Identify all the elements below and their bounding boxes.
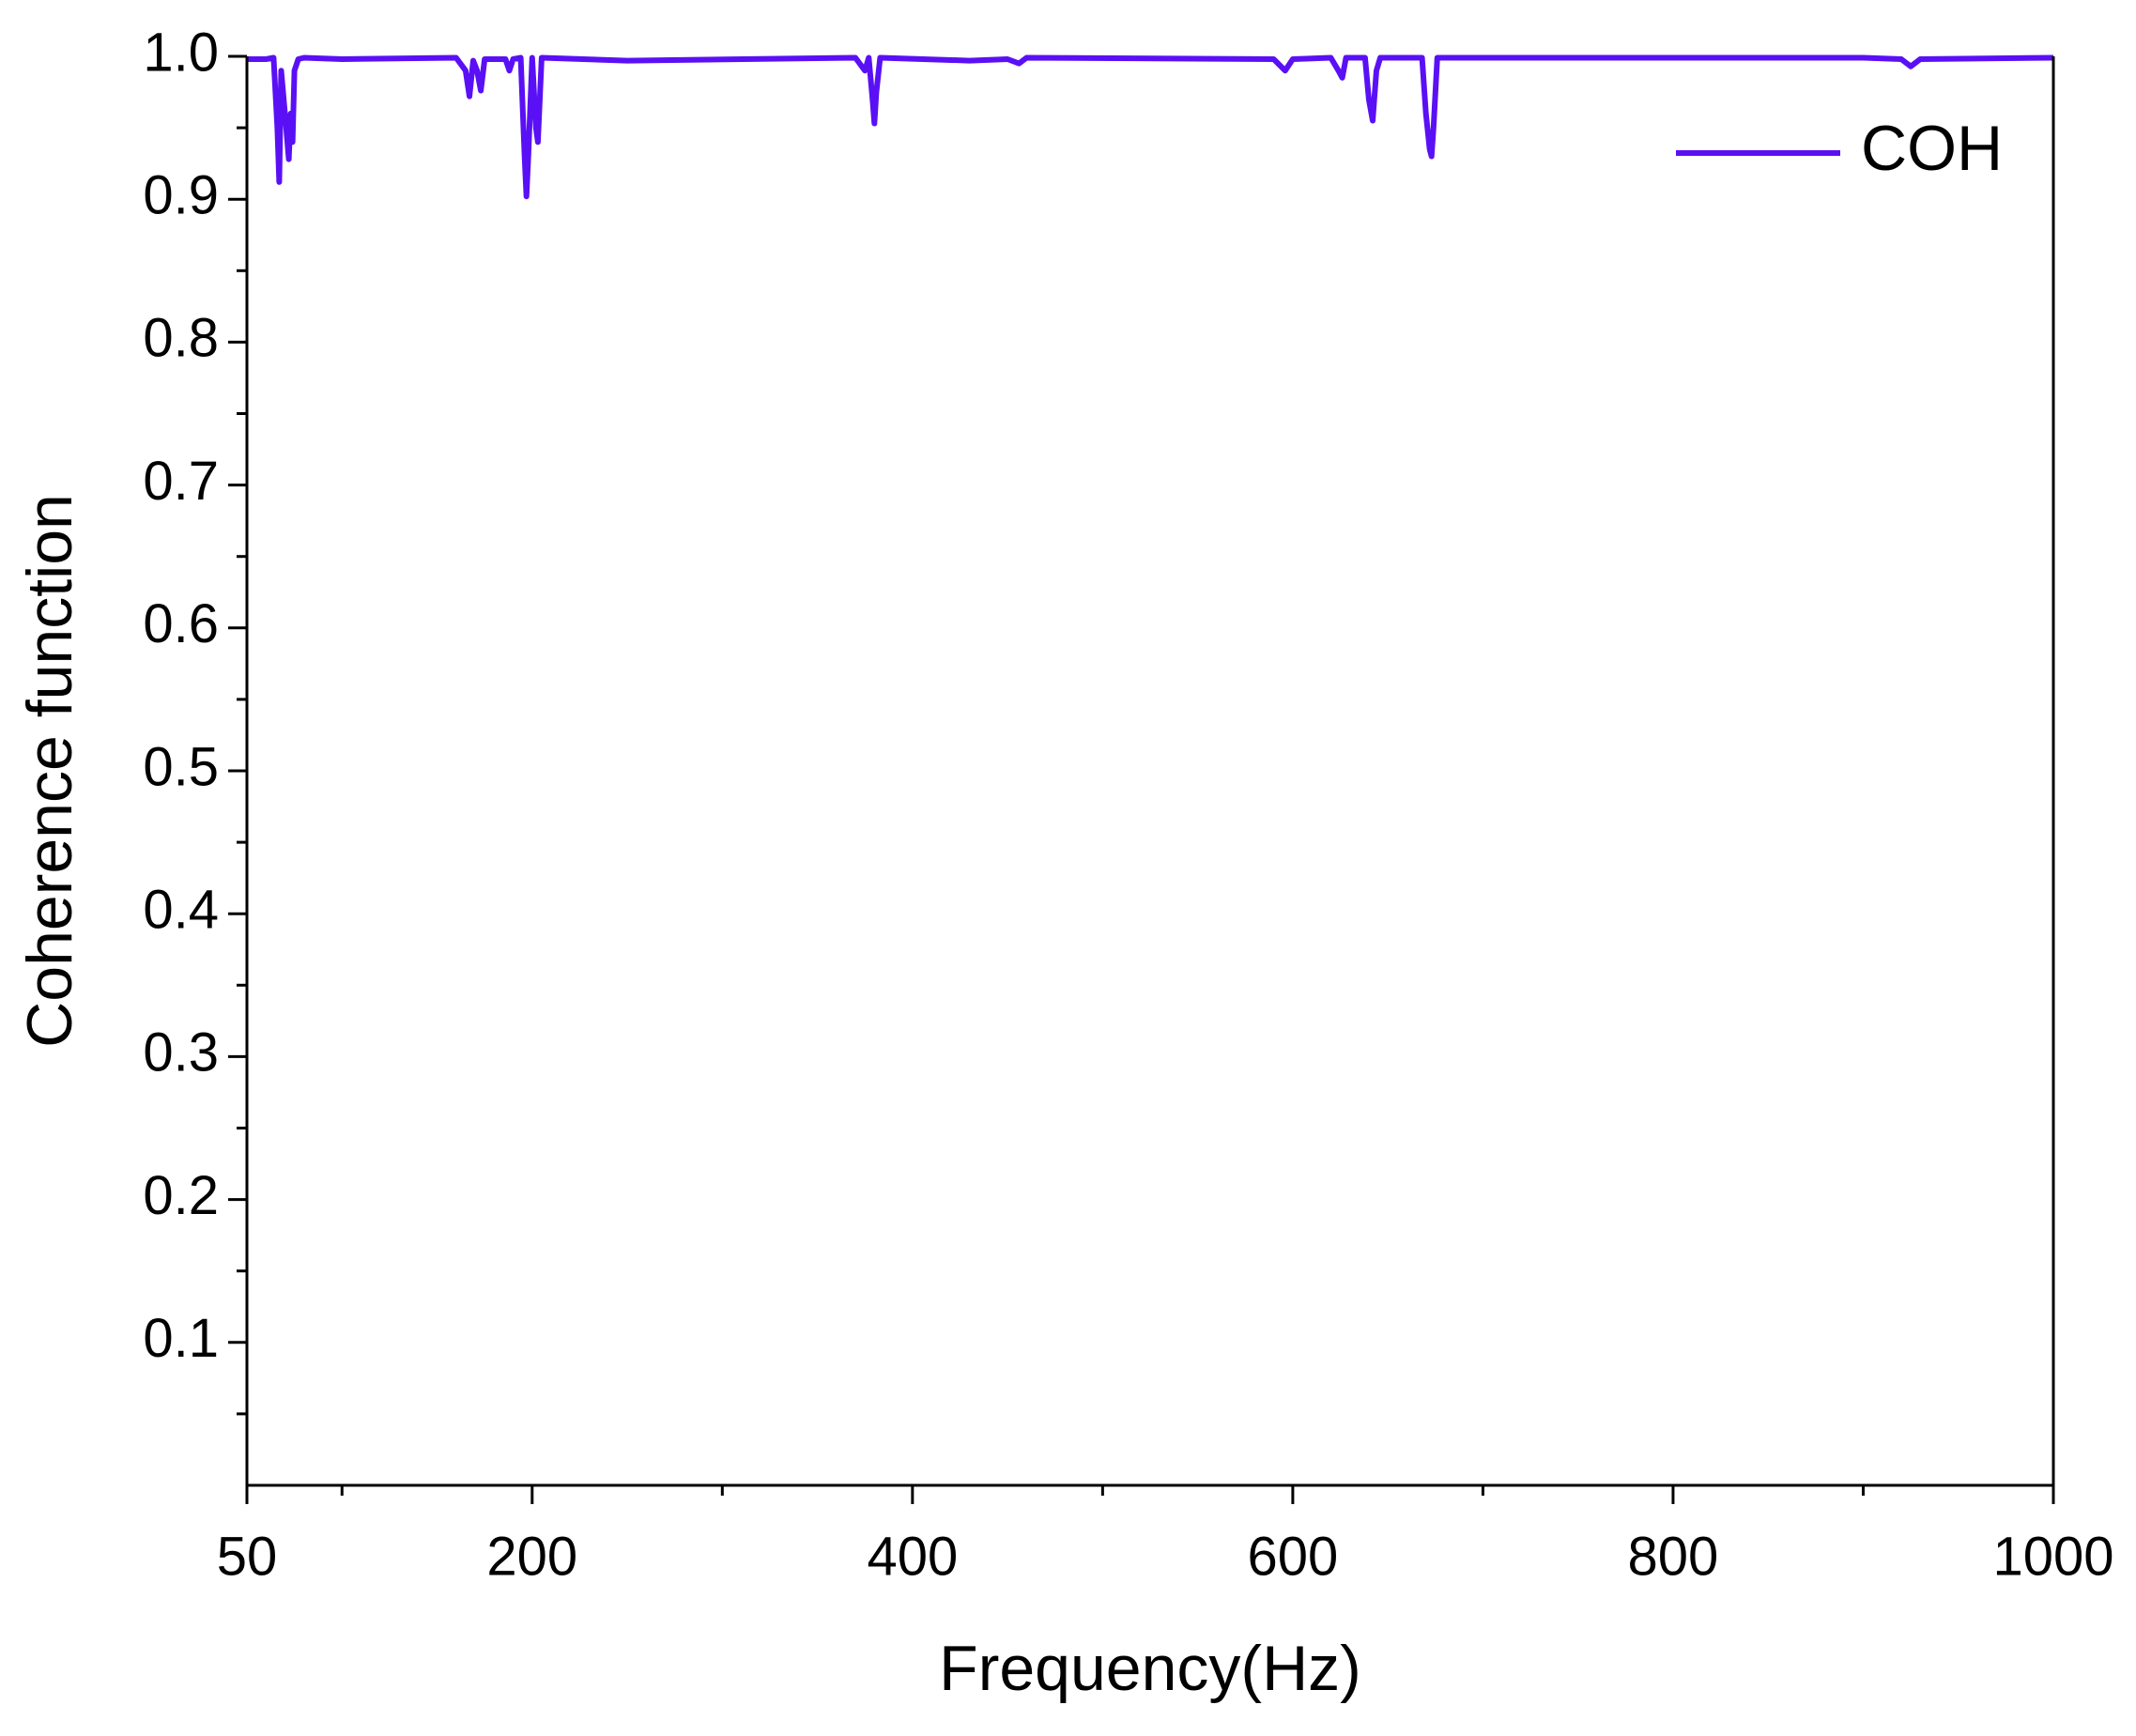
y-axis-title: Coherence function <box>14 494 85 1048</box>
y-tick-label: 0.6 <box>143 593 219 654</box>
x-axis-title: Frequency(Hz) <box>939 1633 1361 1704</box>
y-tick-label: 0.7 <box>143 451 219 512</box>
legend-label: COH <box>1861 113 2003 184</box>
data-line <box>247 54 2054 200</box>
y-tick-label: 0.8 <box>143 308 219 369</box>
y-tick-label: 0.5 <box>143 736 219 797</box>
x-tick-label: 400 <box>867 1526 958 1587</box>
x-tick-label: 200 <box>486 1526 577 1587</box>
y-tick-label: 0.4 <box>143 880 219 941</box>
y-tick-label: 0.2 <box>143 1165 219 1226</box>
x-tick-label: 800 <box>1628 1526 1719 1587</box>
y-tick-label: 1.0 <box>143 22 219 83</box>
y-tick-label: 0.1 <box>143 1308 219 1369</box>
x-tick-label: 1000 <box>1992 1526 2113 1587</box>
y-tick-label: 0.3 <box>143 1022 219 1083</box>
x-tick-label: 50 <box>217 1526 278 1587</box>
y-tick-label: 0.9 <box>143 165 219 226</box>
x-tick-label: 600 <box>1248 1526 1339 1587</box>
